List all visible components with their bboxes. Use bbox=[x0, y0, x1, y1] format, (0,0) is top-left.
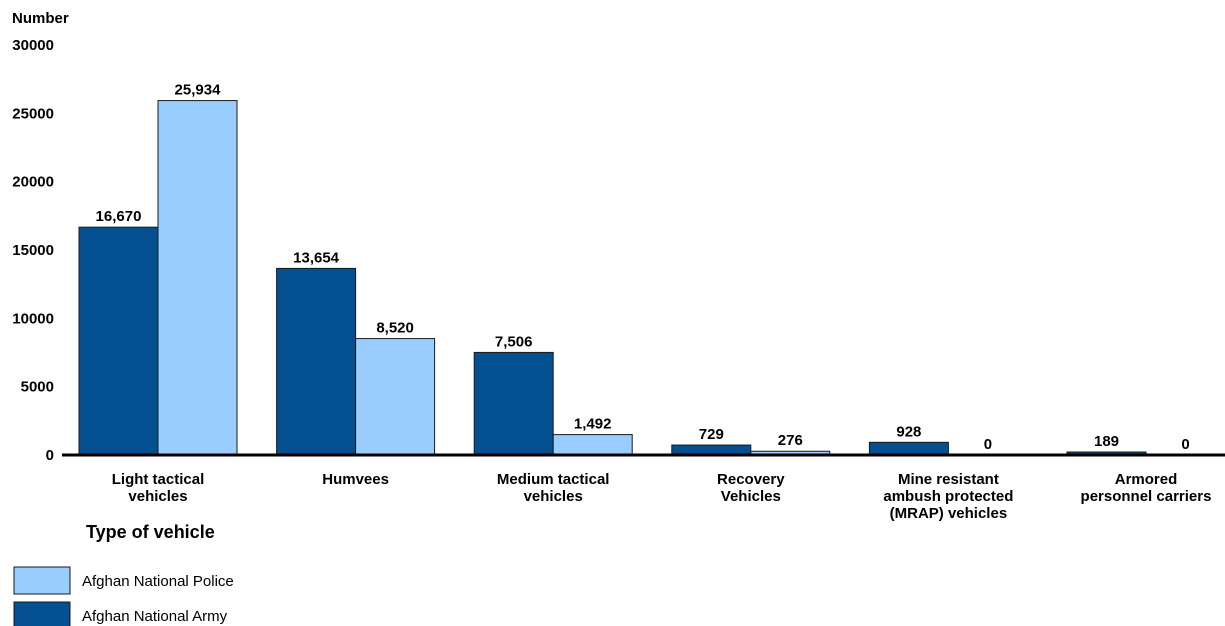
y-tick-label: 20000 bbox=[12, 174, 54, 191]
data-label: 8,520 bbox=[376, 320, 414, 337]
data-label: 276 bbox=[778, 432, 803, 449]
bar bbox=[276, 267, 357, 456]
data-label: 729 bbox=[699, 426, 724, 443]
legend-swatch bbox=[13, 566, 71, 595]
bars bbox=[78, 100, 1147, 456]
y-tick-label: 30000 bbox=[12, 37, 54, 54]
y-axis-ticks: 0 5000 10000 15000 20000 25000 30000 bbox=[12, 37, 54, 464]
data-label: 25,934 bbox=[175, 82, 222, 99]
data-label: 1,492 bbox=[574, 416, 612, 433]
legend-label: Afghan National Police bbox=[82, 573, 234, 590]
legend-swatch bbox=[13, 601, 71, 626]
y-tick-label: 15000 bbox=[12, 242, 54, 259]
y-tick-label: 0 bbox=[46, 447, 54, 464]
data-label: 7,506 bbox=[495, 333, 533, 350]
legend-label: Afghan National Army bbox=[82, 608, 228, 625]
category-label: Mine resistant ambush protected (MRAP) veh… bbox=[883, 471, 1013, 522]
legend: Afghan National Police Afghan National Ar… bbox=[13, 566, 234, 626]
y-tick-label: 25000 bbox=[12, 105, 54, 122]
bar bbox=[78, 226, 159, 456]
category-labels: Light tactical vehicles Humvees Medium tact… bbox=[112, 471, 1212, 522]
bar bbox=[157, 100, 238, 456]
bar bbox=[552, 434, 633, 456]
data-label: 189 bbox=[1094, 433, 1119, 450]
data-label: 13,654 bbox=[293, 249, 340, 266]
y-tick-label: 10000 bbox=[12, 310, 54, 327]
bar bbox=[355, 338, 436, 456]
category-label: Light tactical vehicles bbox=[112, 471, 205, 505]
data-label: 0 bbox=[984, 436, 992, 453]
x-axis-title: Type of vehicle bbox=[86, 522, 215, 542]
category-label: Armored personnel carriers bbox=[1081, 471, 1212, 505]
bar bbox=[473, 351, 554, 456]
category-label: Recovery Vehicles bbox=[717, 471, 785, 505]
legend-item: Afghan National Police bbox=[13, 566, 234, 595]
legend-item: Afghan National Army bbox=[13, 601, 228, 626]
category-label: Medium tactical vehicles bbox=[497, 471, 610, 505]
y-axis-title: Number bbox=[12, 10, 69, 27]
bar bbox=[868, 441, 949, 456]
data-label: 0 bbox=[1181, 436, 1189, 453]
category-label: Humvees bbox=[322, 471, 389, 488]
data-label: 928 bbox=[896, 423, 921, 440]
y-tick-label: 5000 bbox=[21, 379, 54, 396]
value-labels: 16,670 25,934 13,654 8,520 7,506 1,492 729 276 9… bbox=[96, 82, 1190, 453]
data-label: 16,670 bbox=[96, 208, 142, 225]
